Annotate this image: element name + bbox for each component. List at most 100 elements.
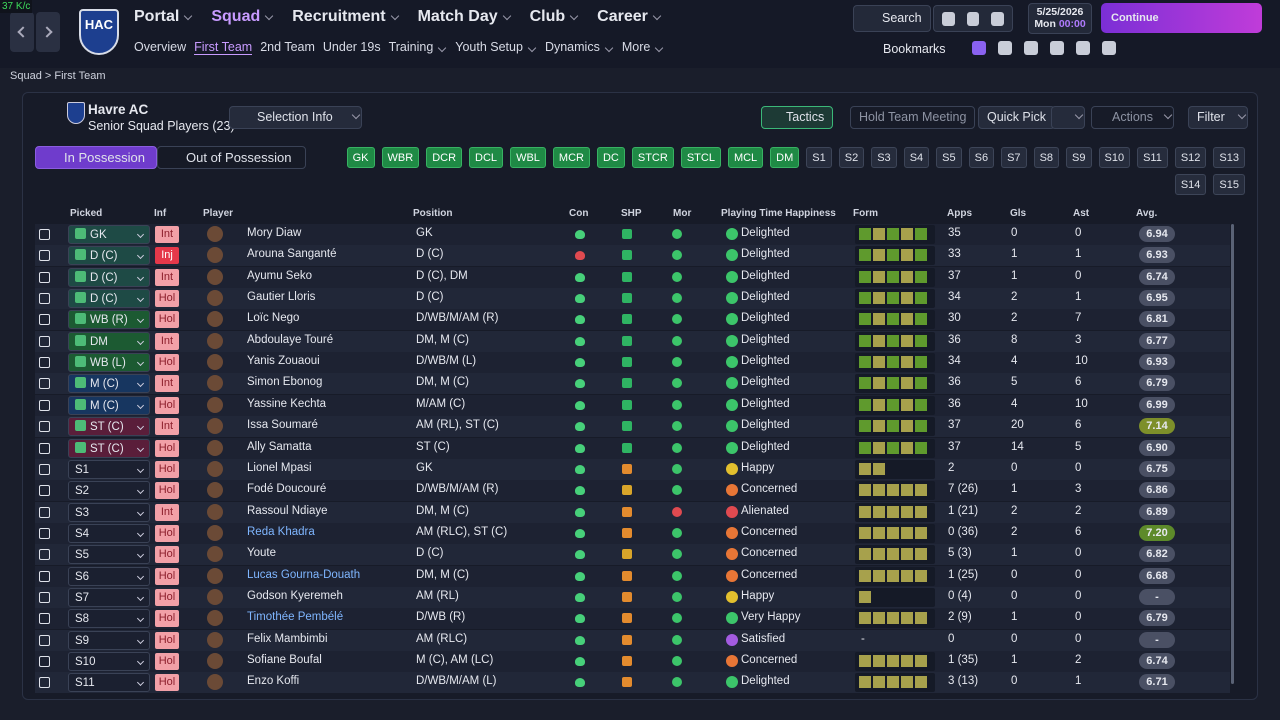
tab-in-possession[interactable]: In Possession bbox=[35, 146, 157, 169]
player-name[interactable]: Mory Diaw bbox=[247, 227, 302, 239]
icon[interactable] bbox=[972, 41, 986, 55]
icon[interactable] bbox=[991, 12, 1005, 26]
filter-button[interactable]: Filter bbox=[1188, 106, 1248, 129]
position-chip[interactable]: STCR bbox=[631, 147, 674, 168]
column-header[interactable]: Inf bbox=[154, 208, 167, 219]
player-name[interactable]: Youte bbox=[247, 547, 276, 560]
player-row[interactable]: S9 Hol Felix Mambimbi AM (RLC) Satisfied - 0 0 0… bbox=[35, 629, 1230, 651]
player-name[interactable]: Yanis Zouaoui bbox=[247, 355, 320, 368]
picked-select[interactable]: S7 bbox=[68, 587, 150, 607]
position-chip[interactable]: MCL bbox=[727, 147, 764, 168]
menu-item[interactable]: Squad bbox=[211, 8, 274, 26]
submenu-item[interactable]: Youth Setup bbox=[455, 40, 537, 55]
player-row[interactable]: S6 Hol Lucas Gourna-Douath DM, M (C) Concern… bbox=[35, 565, 1230, 587]
checkbox[interactable] bbox=[39, 229, 50, 240]
position-chip[interactable]: DCR bbox=[426, 147, 463, 168]
sub-chip[interactable]: S12 bbox=[1174, 147, 1207, 168]
quick-pick-menu[interactable] bbox=[1051, 106, 1085, 129]
player-name[interactable]: Simon Ebonog bbox=[247, 376, 323, 389]
icon[interactable] bbox=[1102, 41, 1116, 55]
player-row[interactable]: S5 Hol Youte D (C) Concerned 5 (3) 1 0 6.82 bbox=[35, 544, 1230, 566]
column-header[interactable]: SHP bbox=[621, 208, 642, 219]
player-name[interactable]: Sofiane Boufal bbox=[247, 654, 322, 666]
crumb[interactable]: Squad bbox=[10, 70, 42, 82]
player-name[interactable]: Arouna Sanganté bbox=[247, 248, 337, 261]
quick-pick[interactable]: Quick Pick bbox=[978, 106, 1056, 129]
position-chip[interactable]: MCR bbox=[552, 147, 590, 168]
sub-chip[interactable]: S14 bbox=[1174, 174, 1207, 195]
crumb[interactable]: First Team bbox=[54, 70, 106, 82]
sub-chip[interactable]: S10 bbox=[1098, 147, 1131, 168]
back-button[interactable] bbox=[10, 12, 34, 52]
checkbox[interactable] bbox=[39, 634, 50, 646]
actions-button[interactable]: Actions bbox=[1091, 106, 1174, 129]
picked-select[interactable]: ST (C) bbox=[68, 438, 150, 458]
icon[interactable] bbox=[1050, 41, 1064, 55]
menu-item[interactable]: Portal bbox=[134, 8, 193, 26]
sub-chip[interactable]: S1 bbox=[806, 147, 832, 168]
position-chip[interactable]: WBR bbox=[381, 147, 420, 168]
picked-select[interactable]: M (C) bbox=[68, 374, 150, 394]
player-row[interactable]: M (C) Hol Yassine Kechta M/AM (C) Delighted 3… bbox=[35, 394, 1230, 416]
picked-select[interactable]: WB (R) bbox=[68, 310, 150, 330]
player-name[interactable]: Lionel Mpasi bbox=[247, 461, 312, 474]
player-name[interactable]: Gautier Lloris bbox=[247, 291, 316, 304]
picked-select[interactable]: ST (C) bbox=[68, 417, 150, 437]
player-name[interactable]: Loïc Nego bbox=[247, 312, 300, 325]
player-row[interactable]: S4 Hol Reda Khadra AM (RLC), ST (C) Concerne… bbox=[35, 522, 1230, 544]
position-chip[interactable]: DM bbox=[770, 147, 800, 168]
checkbox[interactable] bbox=[39, 485, 50, 497]
sub-chip[interactable]: S9 bbox=[1066, 147, 1092, 168]
picked-select[interactable]: S8 bbox=[68, 609, 150, 629]
position-chip[interactable]: DCL bbox=[469, 147, 504, 168]
picked-select[interactable]: GK bbox=[68, 225, 150, 244]
player-row[interactable]: S8 Hol Timothée Pembélé D/WB (R) Very Happy 2… bbox=[35, 608, 1230, 630]
sub-chip[interactable]: S13 bbox=[1213, 147, 1245, 168]
player-name[interactable]: Issa Soumaré bbox=[247, 419, 318, 432]
player-row[interactable]: WB (L) Hol Yanis Zouaoui D/WB/M (L) Delighte… bbox=[35, 352, 1230, 374]
picked-select[interactable]: S10 bbox=[68, 652, 150, 671]
player-row[interactable]: DM Int Abdoulaye Touré DM, M (C) Delighted 36… bbox=[35, 330, 1230, 352]
player-row[interactable]: ST (C) Int Issa Soumaré AM (RL), ST (C) Deli… bbox=[35, 416, 1230, 438]
checkbox[interactable] bbox=[39, 378, 50, 390]
player-name[interactable]: Ayumu Seko bbox=[247, 269, 312, 282]
search-button[interactable]: Search bbox=[853, 5, 931, 32]
scrollbar[interactable] bbox=[1231, 224, 1234, 684]
picked-select[interactable]: S11 bbox=[68, 673, 150, 693]
checkbox[interactable] bbox=[39, 335, 50, 347]
picked-select[interactable]: S9 bbox=[68, 630, 150, 650]
sub-chip[interactable]: S3 bbox=[871, 147, 897, 168]
position-chip[interactable]: GK bbox=[346, 147, 375, 168]
picked-select[interactable]: S4 bbox=[68, 523, 150, 543]
position-chip[interactable]: DC bbox=[596, 147, 625, 168]
sub-chip[interactable]: S15 bbox=[1213, 174, 1245, 195]
player-row[interactable]: D (C) Int Ayumu Seko D (C), DM Delighted 37 1 0… bbox=[35, 266, 1230, 288]
tab-out-of-possession[interactable]: Out of Possession bbox=[157, 146, 306, 169]
player-name[interactable]: Abdoulaye Touré bbox=[247, 333, 334, 346]
checkbox[interactable] bbox=[39, 293, 50, 305]
player-name[interactable]: Fodé Doucouré bbox=[247, 483, 327, 496]
position-chip[interactable]: WBL bbox=[510, 147, 546, 168]
player-row[interactable]: S7 Hol Godson Kyeremeh AM (RL) Happy 0 (4) 0 0 - bbox=[35, 586, 1230, 608]
checkbox[interactable] bbox=[39, 677, 50, 689]
checkbox[interactable] bbox=[39, 399, 50, 411]
submenu-item[interactable]: Overview bbox=[134, 40, 187, 54]
column-header[interactable]: Playing Time Happiness bbox=[721, 208, 836, 219]
player-name[interactable]: Enzo Koffi bbox=[247, 675, 300, 688]
checkbox[interactable] bbox=[39, 421, 50, 433]
sub-chip[interactable]: S11 bbox=[1137, 147, 1168, 168]
checkbox[interactable] bbox=[39, 506, 50, 518]
checkbox[interactable] bbox=[39, 250, 50, 262]
player-row[interactable]: WB (R) Hol Loïc Nego D/WB/M/AM (R) Delighted… bbox=[35, 309, 1230, 331]
picked-select[interactable]: S1 bbox=[68, 459, 150, 479]
sub-chip[interactable]: S6 bbox=[968, 147, 995, 168]
picked-select[interactable]: S5 bbox=[68, 545, 150, 565]
date-box[interactable]: 5/25/2026 Mon 00:00 bbox=[1028, 3, 1092, 34]
meeting-button[interactable]: Hold Team Meeting bbox=[850, 106, 976, 129]
checkbox[interactable] bbox=[39, 613, 50, 625]
sub-chip[interactable]: S5 bbox=[936, 147, 962, 168]
icon[interactable] bbox=[942, 12, 955, 26]
checkbox[interactable] bbox=[39, 570, 50, 582]
club-badge[interactable]: HAC bbox=[79, 9, 119, 55]
menu-item[interactable]: Match Day bbox=[418, 8, 512, 26]
